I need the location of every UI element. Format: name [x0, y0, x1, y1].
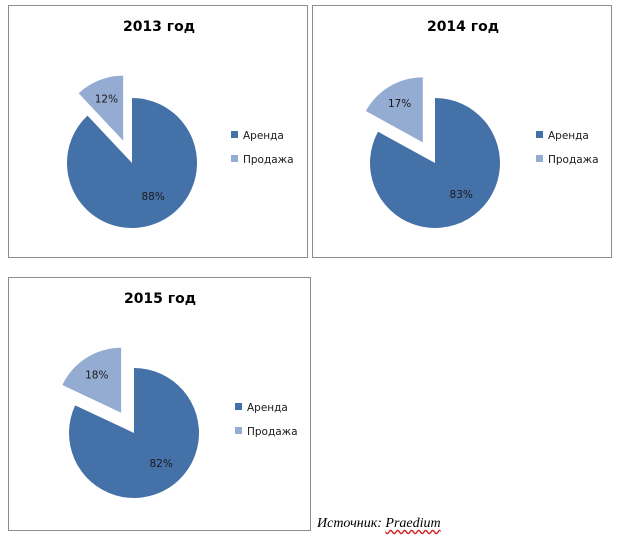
- chart-title: 2013 год: [123, 19, 195, 35]
- pie-chart-2014: 2014 год 83% 17% Аренда Продажа: [365, 19, 599, 229]
- source-name: Praedium: [385, 516, 441, 531]
- legend-swatch: [235, 403, 242, 410]
- data-label-prodazha: 18%: [85, 369, 108, 381]
- legend-item-prodazha: Продажа: [536, 154, 599, 166]
- pie-chart-2015: 2015 год 82% 18% Аренда Продажа: [62, 291, 298, 498]
- pie-slice-arenda: [69, 368, 200, 498]
- data-label-prodazha: 17%: [388, 98, 411, 110]
- chart-panel-2015: 2015 год 82% 18% Аренда Продажа: [8, 277, 311, 531]
- legend-swatch: [235, 427, 242, 434]
- data-label-arenda: 82%: [149, 458, 172, 470]
- legend-label: Продажа: [247, 426, 298, 438]
- pie-slice-prodazha: [78, 75, 124, 141]
- legend-swatch: [536, 131, 543, 138]
- legend-swatch: [231, 131, 238, 138]
- legend-label: Аренда: [247, 402, 288, 414]
- data-label-prodazha: 12%: [95, 93, 118, 105]
- pie-chart-2013: 2013 год 88% 12% Аренда Продажа: [66, 19, 294, 229]
- pie-slice-arenda: [66, 98, 197, 229]
- pie-slice-prodazha: [365, 77, 423, 143]
- legend-label: Аренда: [548, 130, 589, 142]
- data-label-arenda: 88%: [141, 191, 164, 203]
- data-label-arenda: 83%: [450, 189, 473, 201]
- chart-panel-2013: 2013 год 88% 12% Аренда Продажа: [8, 5, 308, 258]
- chart-panel-2014: 2014 год 83% 17% Аренда Продажа: [312, 5, 612, 258]
- legend-label: Аренда: [243, 130, 284, 142]
- legend-swatch: [231, 155, 238, 162]
- source-note: Источник: Praedium: [317, 516, 441, 532]
- legend-label: Продажа: [548, 154, 599, 166]
- legend-swatch: [536, 155, 543, 162]
- legend-item-prodazha: Продажа: [235, 426, 298, 438]
- pie-slice-arenda: [370, 98, 500, 229]
- legend-item-arenda: Аренда: [235, 402, 288, 414]
- legend-item-arenda: Аренда: [231, 130, 284, 142]
- pie-slice-prodazha: [62, 347, 122, 413]
- legend-item-prodazha: Продажа: [231, 154, 294, 166]
- legend-label: Продажа: [243, 154, 294, 166]
- chart-title: 2014 год: [427, 19, 499, 35]
- chart-title: 2015 год: [124, 291, 196, 307]
- legend-item-arenda: Аренда: [536, 130, 589, 142]
- source-prefix: Источник:: [317, 516, 386, 531]
